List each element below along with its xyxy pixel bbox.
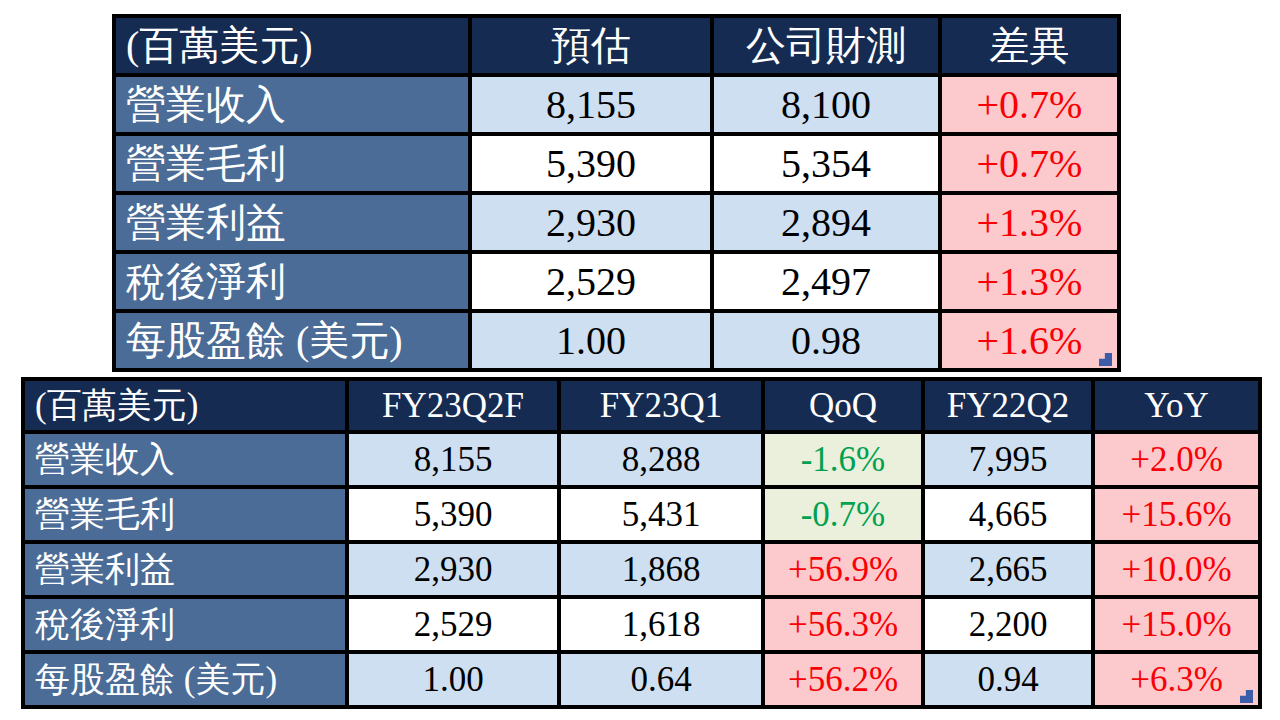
table-row: 營業收入 8,155 8,288 -1.6% 7,995 +2.0% <box>23 432 1260 487</box>
row-label-cell: 營業利益 <box>23 542 347 597</box>
value-cell: 1.00 <box>470 311 712 370</box>
row-label-cell: 營業毛利 <box>23 487 347 542</box>
slide-canvas: { "colors": { "header_bg": "#152B52", "l… <box>0 0 1280 720</box>
value-cell: 7,995 <box>923 432 1093 487</box>
yoy-cell: +15.6% <box>1093 487 1260 542</box>
value-cell: 8,100 <box>712 75 940 134</box>
fy22q2-header-cell: FY22Q2 <box>923 379 1093 432</box>
value-cell: 0.64 <box>559 652 763 707</box>
row-label-cell: 營業收入 <box>23 432 347 487</box>
forecast-table-wrap: (百萬美元) 預估 公司財測 差異 營業收入 8,155 8,100 +0.7%… <box>112 14 1117 372</box>
yoy-cell: +6.3% <box>1093 652 1260 707</box>
fy23q1-header-cell: FY23Q1 <box>559 379 763 432</box>
value-cell: 2,497 <box>712 252 940 311</box>
unit-header-cell: (百萬美元) <box>23 379 347 432</box>
diff-header-cell: 差異 <box>940 16 1119 75</box>
table-row: 營業收入 8,155 8,100 +0.7% <box>114 75 1119 134</box>
forecast-vs-guidance-table: (百萬美元) 預估 公司財測 差異 營業收入 8,155 8,100 +0.7%… <box>112 14 1121 372</box>
value-cell: 4,665 <box>923 487 1093 542</box>
table-row: 每股盈餘 (美元) 1.00 0.64 +56.2% 0.94 +6.3% <box>23 652 1260 707</box>
value-cell: 5,390 <box>347 487 559 542</box>
row-label-cell: 每股盈餘 (美元) <box>23 652 347 707</box>
yoy-cell: +15.0% <box>1093 597 1260 652</box>
guidance-header-cell: 公司財測 <box>712 16 940 75</box>
value-cell: 2,200 <box>923 597 1093 652</box>
value-cell: 2,529 <box>470 252 712 311</box>
header-row: (百萬美元) FY23Q2F FY23Q1 QoQ FY22Q2 YoY <box>23 379 1260 432</box>
table-row: 營業毛利 5,390 5,431 -0.7% 4,665 +15.6% <box>23 487 1260 542</box>
quarterly-comparison-table: (百萬美元) FY23Q2F FY23Q1 QoQ FY22Q2 YoY 營業收… <box>21 377 1262 709</box>
row-label-cell: 稅後淨利 <box>23 597 347 652</box>
qoq-cell: -1.6% <box>763 432 923 487</box>
quarterly-table-wrap: (百萬美元) FY23Q2F FY23Q1 QoQ FY22Q2 YoY 營業收… <box>21 377 1258 709</box>
value-cell: 5,390 <box>470 134 712 193</box>
value-cell: 1,868 <box>559 542 763 597</box>
row-label-cell: 每股盈餘 (美元) <box>114 311 470 370</box>
table-row: 每股盈餘 (美元) 1.00 0.98 +1.6% <box>114 311 1119 370</box>
qoq-cell: +56.9% <box>763 542 923 597</box>
value-cell: 1.00 <box>347 652 559 707</box>
value-cell: 2,529 <box>347 597 559 652</box>
header-row: (百萬美元) 預估 公司財測 差異 <box>114 16 1119 75</box>
diff-cell: +0.7% <box>940 134 1119 193</box>
yoy-cell: +10.0% <box>1093 542 1260 597</box>
fy23q2f-header-cell: FY23Q2F <box>347 379 559 432</box>
row-label-cell: 營業毛利 <box>114 134 470 193</box>
yoy-cell: +2.0% <box>1093 432 1260 487</box>
row-label-cell: 營業利益 <box>114 193 470 252</box>
qoq-header-cell: QoQ <box>763 379 923 432</box>
yoy-header-cell: YoY <box>1093 379 1260 432</box>
row-label-cell: 營業收入 <box>114 75 470 134</box>
estimate-header-cell: 預估 <box>470 16 712 75</box>
value-cell: 0.98 <box>712 311 940 370</box>
diff-cell: +1.6% <box>940 311 1119 370</box>
unit-header-cell: (百萬美元) <box>114 16 470 75</box>
diff-cell: +1.3% <box>940 252 1119 311</box>
value-cell: 8,155 <box>347 432 559 487</box>
qoq-cell: +56.2% <box>763 652 923 707</box>
value-cell: 2,665 <box>923 542 1093 597</box>
diff-cell: +0.7% <box>940 75 1119 134</box>
qoq-cell: -0.7% <box>763 487 923 542</box>
diff-cell: +1.3% <box>940 193 1119 252</box>
table-row: 營業利益 2,930 1,868 +56.9% 2,665 +10.0% <box>23 542 1260 597</box>
value-cell: 0.94 <box>923 652 1093 707</box>
table-row: 營業毛利 5,390 5,354 +0.7% <box>114 134 1119 193</box>
value-cell: 8,288 <box>559 432 763 487</box>
value-cell: 5,431 <box>559 487 763 542</box>
value-cell: 2,894 <box>712 193 940 252</box>
value-cell: 2,930 <box>347 542 559 597</box>
value-cell: 5,354 <box>712 134 940 193</box>
table-row: 營業利益 2,930 2,894 +1.3% <box>114 193 1119 252</box>
value-cell: 2,930 <box>470 193 712 252</box>
value-cell: 8,155 <box>470 75 712 134</box>
qoq-cell: +56.3% <box>763 597 923 652</box>
value-cell: 1,618 <box>559 597 763 652</box>
table-row: 稅後淨利 2,529 2,497 +1.3% <box>114 252 1119 311</box>
row-label-cell: 稅後淨利 <box>114 252 470 311</box>
table-row: 稅後淨利 2,529 1,618 +56.3% 2,200 +15.0% <box>23 597 1260 652</box>
